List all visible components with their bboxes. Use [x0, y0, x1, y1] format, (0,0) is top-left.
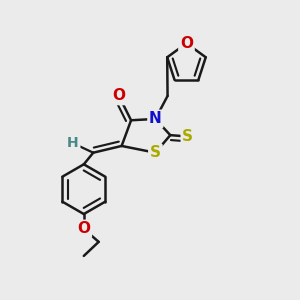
Text: O: O [180, 36, 193, 51]
Text: S: S [150, 145, 161, 160]
Text: O: O [77, 221, 90, 236]
Text: H: H [67, 136, 79, 150]
Text: N: N [149, 111, 162, 126]
Text: S: S [182, 129, 193, 144]
Text: O: O [112, 88, 125, 104]
